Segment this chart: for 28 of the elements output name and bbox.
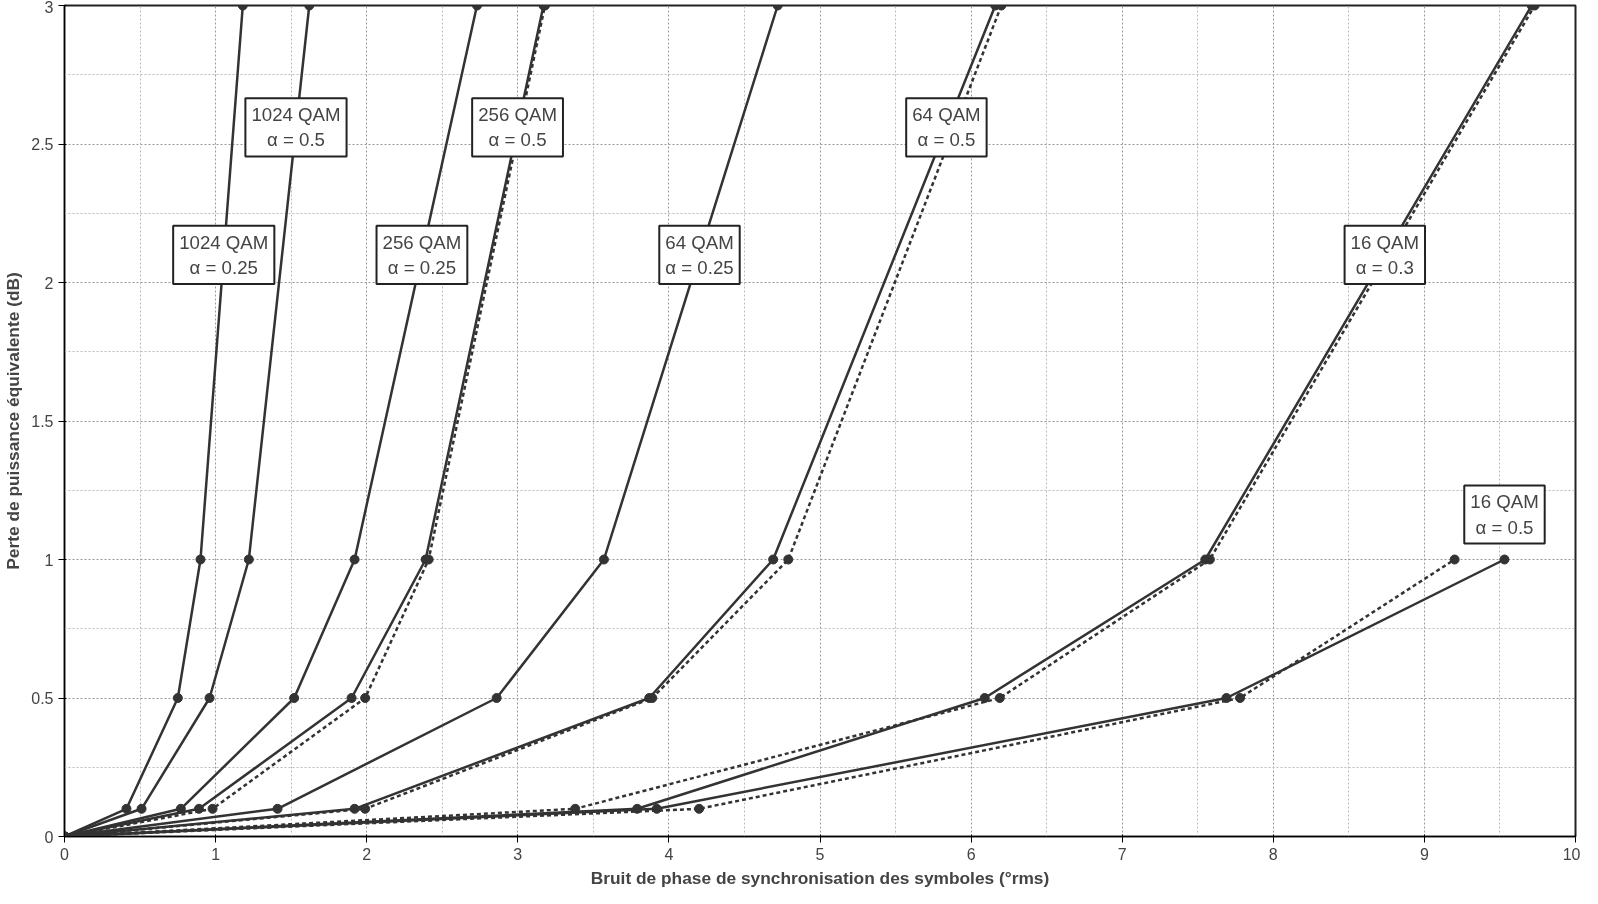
x-tick-label: 8 <box>1268 845 1278 863</box>
x-tick-label: 9 <box>1419 845 1429 863</box>
y-tick-label: 2 <box>44 274 54 292</box>
x-tick-label: 0 <box>60 845 70 863</box>
x-tick-label: 10 <box>1562 845 1581 863</box>
y-tick-label: 0 <box>44 828 54 846</box>
y-tick-label: 3 <box>44 0 54 16</box>
y-tick-label: 2.5 <box>31 136 54 153</box>
series-label: 256 QAM α = 0.5 <box>478 104 557 151</box>
y-tick-label: 1.5 <box>31 413 54 430</box>
series-label: 256 QAM α = 0.25 <box>382 231 462 278</box>
series-label: 16 QAM α = 0.3 <box>1350 231 1420 278</box>
y-tick-label: 1 <box>44 551 54 569</box>
x-tick-label: 5 <box>815 845 825 863</box>
x-tick-label: 6 <box>966 845 976 863</box>
x-tick-label: 7 <box>1117 845 1127 863</box>
y-tick-label: 0.5 <box>31 690 54 707</box>
series-label: 64 QAM α = 0.5 <box>912 104 981 151</box>
series-label: 1024 QAM α = 0.5 <box>251 104 341 151</box>
x-tick-label: 2 <box>362 845 372 863</box>
x-tick-label: 4 <box>664 845 674 863</box>
y-axis-title: Perte de puissance équivalente (dB) <box>3 272 24 570</box>
series-label: 1024 QAM α = 0.25 <box>179 231 269 278</box>
series-label: 64 QAM α = 0.25 <box>665 231 734 278</box>
x-axis-title: Bruit de phase de synchronisation des symboles (°rms) <box>590 867 1050 888</box>
x-tick-label: 3 <box>513 845 523 863</box>
x-tick-label: 1 <box>211 845 221 863</box>
series-label: 16 QAM α = 0.5 <box>1470 491 1539 538</box>
